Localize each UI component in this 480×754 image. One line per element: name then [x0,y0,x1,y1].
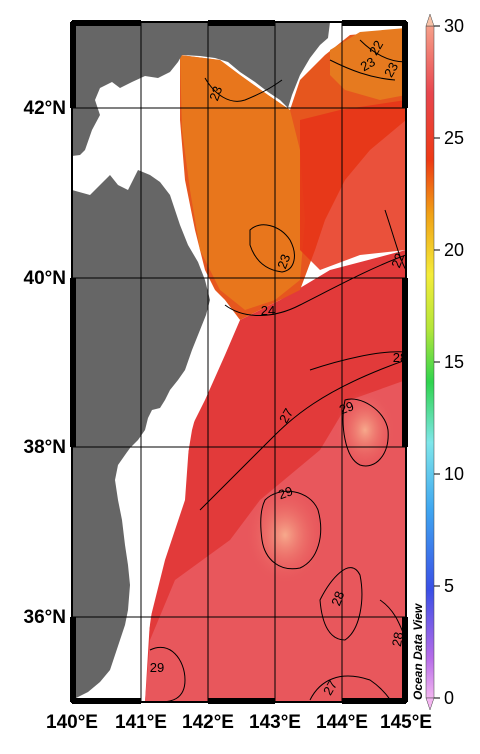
colorbar-tick-label: 5 [444,576,454,596]
contour-label: 23 [381,60,401,80]
lat-tick-label: 42°N [24,98,66,119]
contour-22-east [384,209,406,271]
contour-label: 23 [206,84,225,103]
lon-tick-label: 142°E [182,712,234,733]
lon-tick-label: 140°E [46,712,98,733]
contour-28-east [309,351,406,371]
colorbar-extend-bottom [425,697,435,711]
lon-tick-label: 145°E [380,712,432,733]
land-bay [72,198,90,250]
contour-23-ne [329,59,396,81]
contour-27 [199,359,406,511]
contour-label: 22 [388,251,407,270]
contour-label: 27 [276,406,296,426]
contour-29-south [260,490,322,570]
cold-tongue [180,55,305,310]
contour-28-south [319,567,363,641]
lon-tick-label: 141°E [115,712,167,733]
colorbar-extend-top [425,13,435,27]
ne-cool-patch [330,28,406,100]
colorbar-ticks: 0 5 10 15 20 25 30 [434,16,464,708]
contour-label: 23 [274,252,293,271]
colorbar-tick-label: 0 [444,688,454,708]
graticule [72,22,406,702]
land-hokkaido [72,22,330,156]
contour-23-mid [249,224,295,273]
red-band [300,100,406,270]
lat-tick-label: 36°N [24,607,66,628]
contour-label: 27 [320,678,340,698]
lon-axis-labels: 140°E 141°E 142°E 143°E 144°E 145°E [46,712,432,733]
lat-tick-label: 40°N [24,268,66,289]
colorbar-tick-label: 10 [444,464,464,484]
warm-eddy-south [245,485,325,585]
colorbar-tick-label: 15 [444,352,464,372]
lat-axis-labels: 36°N 38°N 40°N 42°N [24,98,66,628]
contour-28-bottom [309,675,393,702]
lon-tick-label: 143°E [249,712,301,733]
contour-label: 28 [328,589,347,608]
lat-tick-label: 38°N [24,437,66,458]
contour-label: 29 [150,660,164,675]
contour-29-north [342,398,389,467]
contour-label: 23 [358,54,378,74]
colorbar-tick-label: 25 [444,128,464,148]
map-frame [70,20,408,704]
warm-eddy-north [335,390,395,470]
colorbar-tick-label: 30 [444,16,464,36]
colorbar-gradient [425,25,435,699]
contour-24 [224,254,406,316]
contour-label: 22 [366,38,386,58]
colorbar-tick-label: 20 [444,240,464,260]
credit-label: Ocean Data View [411,603,425,700]
contour-label: 24 [261,303,275,318]
colorbar: 0 5 10 15 20 25 30 [425,13,464,711]
contour-label: 28 [389,631,406,648]
contour-29-southwest [149,646,186,702]
lon-tick-label: 144°E [316,712,368,733]
contour-label: 29 [276,483,295,502]
